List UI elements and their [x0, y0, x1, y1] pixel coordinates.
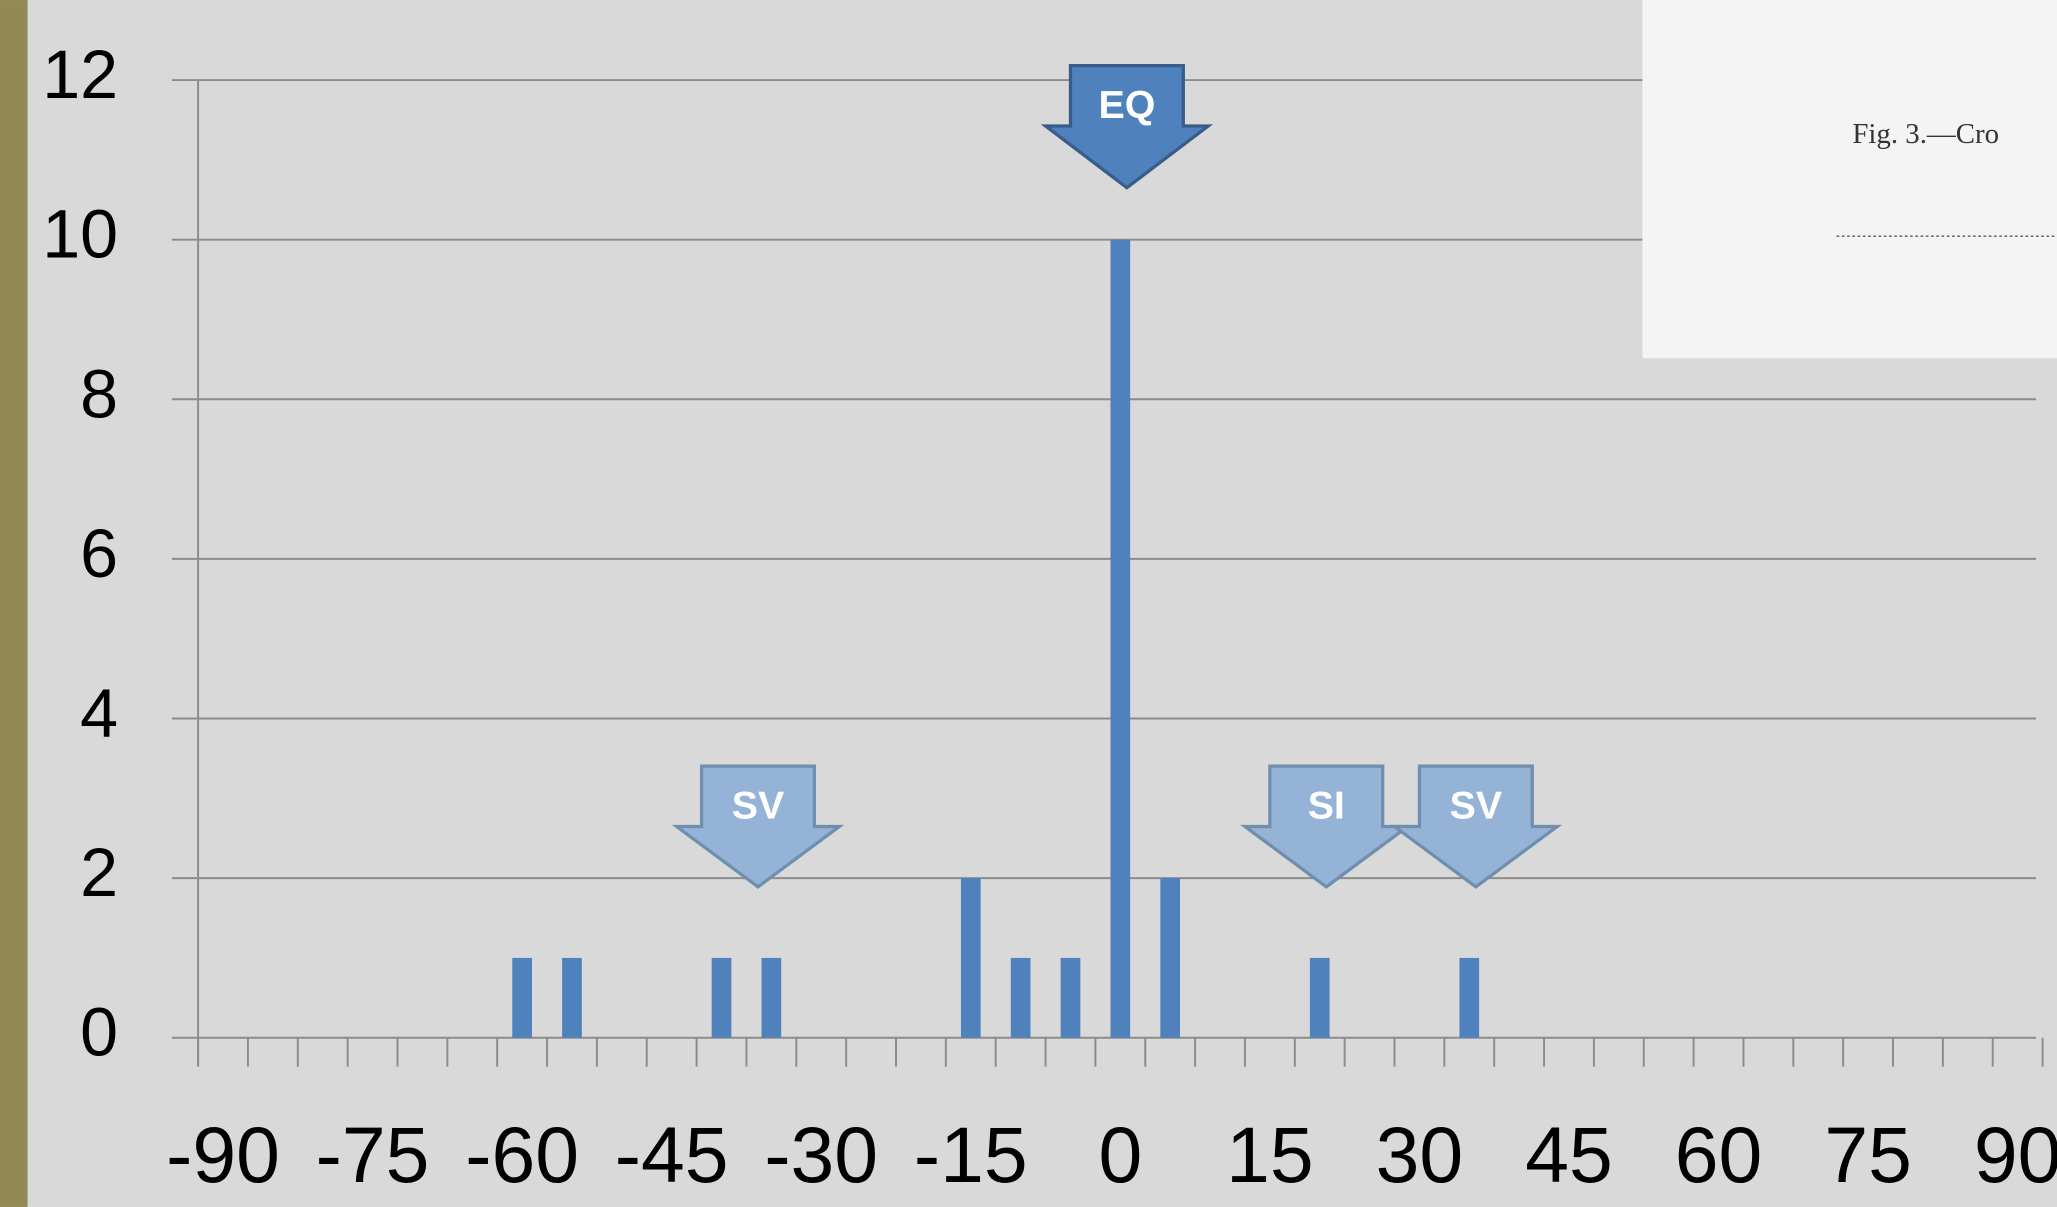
bar	[512, 957, 532, 1038]
inset: Fig. 3.—Cro	[1642, 0, 2057, 359]
bar	[711, 957, 732, 1038]
annotation-arrow: EQ	[1040, 63, 1214, 190]
x-tick-label: 75	[1824, 1111, 1912, 1199]
bar	[960, 878, 981, 1038]
bar	[1309, 957, 1330, 1038]
annotation-arrow: SV	[671, 764, 845, 889]
x-tick-label: 0	[1098, 1111, 1142, 1199]
bar	[1010, 957, 1031, 1038]
x-tick-label: -30	[764, 1111, 878, 1199]
y-tick-label: 12	[42, 37, 118, 113]
x-tick-label: 15	[1226, 1111, 1314, 1199]
x-tick-label: -15	[914, 1111, 1028, 1199]
x-tick-label: -60	[465, 1111, 579, 1199]
y-tick-label: 4	[80, 676, 118, 752]
annotation-label: SV	[732, 784, 784, 828]
arrow-shape	[1040, 63, 1214, 190]
arrow-shape	[1389, 764, 1563, 889]
y-tick-label: 8	[80, 356, 118, 432]
x-tick-label: -45	[615, 1111, 729, 1199]
arrow-shape	[1239, 764, 1413, 889]
annotation-label: SI	[1308, 784, 1345, 828]
y-tick-label: 2	[80, 835, 118, 911]
inset-caption: Fig. 3.—Cro	[1852, 118, 1999, 150]
arrow-shape	[671, 764, 845, 889]
bar	[761, 957, 782, 1038]
x-tick-label: 30	[1376, 1111, 1464, 1199]
annotation-arrow: SV	[1389, 764, 1563, 889]
x-tick-label: -75	[316, 1111, 430, 1199]
x-tick-label: 90	[1974, 1111, 2057, 1199]
side-bar	[0, 0, 28, 1207]
bar	[1459, 957, 1480, 1038]
y-tick-label: 0	[80, 995, 118, 1071]
x-tick-label: 60	[1675, 1111, 1763, 1199]
inset-image	[1642, 0, 2057, 359]
annotation-arrow: SI	[1239, 764, 1413, 889]
x-tick-label: -90	[166, 1111, 280, 1199]
bar	[562, 957, 582, 1038]
annotation-label: SV	[1450, 784, 1502, 828]
y-tick-label: 6	[80, 516, 118, 592]
y-tick-label: 10	[42, 197, 118, 273]
bar	[1160, 878, 1181, 1038]
bar	[1060, 957, 1081, 1038]
annotation-label: EQ	[1098, 83, 1155, 127]
bar	[1110, 239, 1131, 1038]
x-tick-label: 45	[1525, 1111, 1613, 1199]
